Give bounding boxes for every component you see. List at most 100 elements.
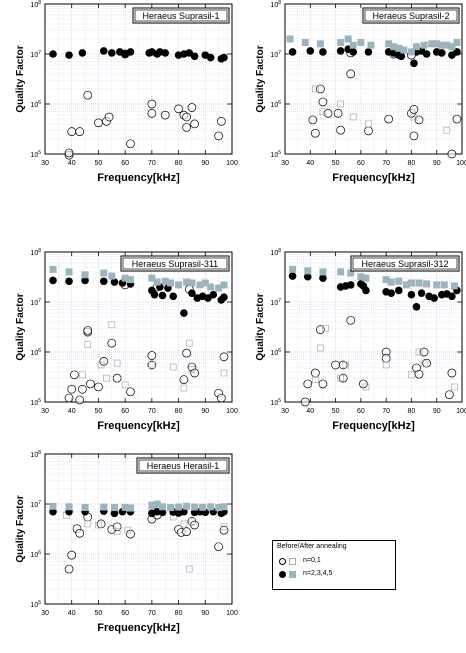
- title-frame-inner: [364, 9, 458, 22]
- data-point-filled-square: [148, 274, 156, 282]
- data-point-open-circle: [179, 375, 189, 384]
- data-point-open-circle: [409, 105, 419, 114]
- data-point-filled-circle: [303, 272, 312, 281]
- data-point-filled-square: [395, 44, 403, 52]
- data-point-filled-circle: [288, 48, 297, 56]
- chart-panel: 30 40 50 60 70 80 90 100 105 106 107 108 Heraeus Sup…: [255, 0, 466, 184]
- data-point-filled-square: [175, 503, 183, 511]
- data-point-filled-square: [175, 281, 183, 289]
- data-point-open-circle: [310, 368, 320, 378]
- data-point-filled-circle: [306, 47, 315, 55]
- data-point-filled-square: [402, 281, 410, 289]
- data-point-open-square: [169, 363, 177, 371]
- title-frame-inner: [134, 9, 228, 22]
- data-point-open-square: [108, 321, 116, 329]
- legend: Before/After annealing n=0,1 n=2,3,4,5: [272, 540, 396, 590]
- data-point-filled-circle: [220, 293, 228, 301]
- data-point-filled-square: [428, 40, 436, 48]
- data-point-filled-square: [301, 38, 309, 46]
- data-point-filled-square: [201, 279, 209, 287]
- data-point-filled-square: [433, 281, 441, 289]
- data-point-open-square: [408, 371, 415, 379]
- data-point-open-square: [410, 113, 418, 121]
- y-tick-label: 106: [270, 100, 281, 109]
- panel-title: Heraeus Suprasil-312: [361, 259, 448, 269]
- data-point-open-square: [220, 369, 228, 377]
- data-point-filled-square: [412, 43, 420, 51]
- data-point-filled-circle: [110, 509, 119, 518]
- data-point-open-circle: [338, 360, 348, 370]
- data-point-open-circle: [78, 384, 87, 394]
- data-point-open-circle: [182, 112, 191, 122]
- data-point-filled-square: [337, 38, 345, 46]
- data-point-filled-square: [121, 274, 129, 282]
- x-tick-label: 50: [332, 160, 340, 167]
- x-axis-label: Frequency[kHz]: [97, 420, 180, 432]
- data-point-filled-square: [126, 504, 134, 512]
- chart-panel: 30 40 50 60 70 80 90 100 105 106 107 108 Heraeus Sup…: [255, 248, 466, 432]
- data-point-open-circle: [174, 104, 183, 114]
- data-point-filled-square: [316, 40, 324, 48]
- y-tick-label: 107: [270, 50, 281, 59]
- data-point-filled-square: [385, 40, 393, 48]
- data-point-filled-circle: [107, 49, 116, 57]
- y-axis-label: Quality Factor: [255, 45, 266, 112]
- data-point-open-circle: [381, 353, 391, 363]
- chart-panel: 30 40 50 60 70 80 90 100 105 106 107 108 Heraeus Her…: [15, 450, 238, 634]
- data-point-filled-square: [395, 277, 403, 285]
- axes-frame: [284, 251, 463, 403]
- data-point-open-circle: [67, 384, 77, 394]
- data-point-open-circle: [445, 390, 454, 400]
- data-point-filled-circle: [49, 507, 57, 516]
- data-point-filled-circle: [206, 53, 215, 62]
- open-square-icon: [289, 557, 296, 565]
- x-tick-label: 100: [456, 160, 466, 167]
- data-point-open-circle: [94, 118, 103, 128]
- data-point-filled-square: [207, 283, 215, 291]
- data-point-open-circle: [316, 325, 325, 334]
- x-tick-label: 50: [95, 610, 103, 617]
- data-point-filled-square: [121, 503, 129, 511]
- x-tick-label: 30: [41, 160, 49, 167]
- data-point-open-circle: [216, 116, 226, 126]
- data-point-open-square: [185, 565, 193, 573]
- data-point-filled-circle: [169, 292, 178, 301]
- data-point-open-circle: [83, 90, 93, 100]
- data-point-open-circle: [323, 109, 333, 118]
- data-point-open-square: [79, 371, 86, 379]
- y-tick-label: 105: [30, 398, 41, 407]
- data-point-open-circle: [447, 149, 457, 159]
- data-point-open-square: [349, 113, 357, 121]
- x-tick-label: 100: [226, 160, 238, 167]
- data-point-open-circle: [83, 326, 93, 335]
- data-point-open-square: [121, 381, 129, 389]
- data-point-filled-square: [215, 504, 223, 512]
- data-point-open-circle: [333, 109, 343, 118]
- data-point-open-circle: [70, 370, 79, 380]
- data-point-filled-circle: [49, 50, 57, 58]
- data-point-open-circle: [216, 393, 226, 403]
- data-point-open-circle: [64, 393, 74, 403]
- data-point-open-circle: [409, 131, 419, 141]
- title-frame: [120, 255, 230, 272]
- filled-square-icon: [289, 570, 296, 578]
- data-point-filled-square: [81, 504, 89, 512]
- data-point-open-circle: [422, 358, 431, 368]
- data-point-filled-square: [49, 265, 57, 273]
- data-point-filled-square: [337, 268, 345, 276]
- data-point-filled-circle: [422, 50, 431, 58]
- data-point-open-circle: [147, 109, 157, 118]
- title-frame: [132, 7, 230, 24]
- data-point-filled-square: [183, 502, 191, 510]
- data-point-open-circle: [147, 99, 157, 109]
- data-point-open-circle: [219, 352, 229, 362]
- data-point-filled-square: [65, 268, 73, 276]
- data-point-filled-circle: [319, 48, 327, 56]
- data-point-filled-square: [207, 503, 215, 511]
- chart-panel: 30 40 50 60 70 80 90 100 105 106 107 108 Heraeus Sup…: [15, 0, 238, 184]
- data-point-filled-square: [153, 278, 161, 286]
- x-tick-label: 70: [382, 408, 390, 415]
- x-tick-label: 80: [175, 408, 183, 415]
- data-point-filled-circle: [387, 289, 396, 297]
- data-point-filled-circle: [150, 290, 159, 299]
